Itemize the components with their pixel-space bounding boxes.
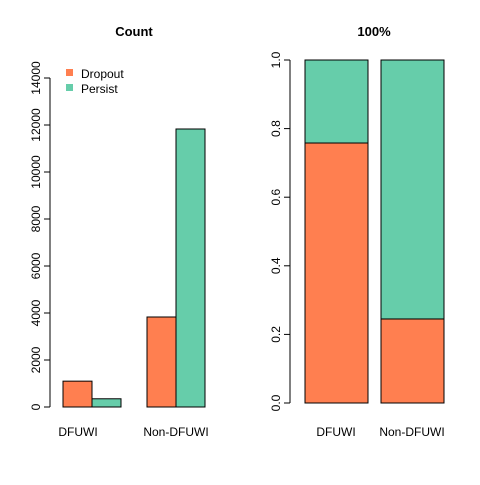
y-tick-label: 10000	[29, 155, 43, 189]
count-bars	[62, 128, 206, 408]
legend-label-persist: Persist	[81, 82, 118, 96]
bar-dropout-dfuwi	[304, 142, 369, 404]
count-y-axis: 0 2000 4000 6000 8000 10000 12000 14000	[29, 61, 51, 410]
bar-dropout-non-dfuwi	[380, 318, 445, 404]
count-panel: Count 0 2000 4000 6000 8000 10000 12000 14000 D…	[29, 24, 209, 439]
percent-chart-title: 100%	[357, 24, 391, 39]
legend-swatch-dropout	[66, 69, 73, 76]
y-tick-label: 0.4	[269, 257, 283, 274]
count-legend: Dropout Persist	[66, 67, 124, 96]
legend-label-dropout: Dropout	[81, 67, 124, 81]
y-tick-label: 12000	[29, 108, 43, 142]
y-tick-label: 0.8	[269, 120, 283, 137]
y-tick-label: 8000	[29, 205, 43, 232]
x-category-label: Non-DFUWI	[379, 425, 444, 439]
bar-persist-non-dfuwi	[380, 59, 445, 320]
percent-panel: 100% 0.0 0.2 0.4 0.6 0.8 1.0 DFUWI Non-DFUWI	[269, 24, 445, 439]
x-category-label: DFUWI	[58, 425, 97, 439]
bar-dropout-dfuwi	[62, 380, 93, 408]
y-tick-label: 1.0	[269, 51, 283, 68]
y-tick-label: 0	[29, 403, 43, 410]
legend-swatch-persist	[66, 84, 73, 91]
x-category-label: DFUWI	[316, 425, 355, 439]
bar-persist-non-dfuwi	[175, 128, 206, 408]
percent-y-axis: 0.0 0.2 0.4 0.6 0.8 1.0	[269, 51, 291, 411]
y-tick-label: 0.2	[269, 326, 283, 343]
y-tick-label: 6000	[29, 252, 43, 279]
count-chart-title: Count	[115, 24, 153, 39]
bar-persist-dfuwi	[91, 398, 122, 408]
percent-x-labels: DFUWI Non-DFUWI	[316, 425, 444, 439]
y-tick-label: 4000	[29, 299, 43, 326]
count-x-labels: DFUWI Non-DFUWI	[58, 425, 208, 439]
y-tick-label: 2000	[29, 346, 43, 373]
y-tick-label: 0.6	[269, 189, 283, 206]
bar-dropout-non-dfuwi	[146, 316, 177, 408]
x-category-label: Non-DFUWI	[143, 425, 208, 439]
y-tick-label: 0.0	[269, 394, 283, 411]
y-tick-label: 14000	[29, 61, 43, 95]
bar-persist-dfuwi	[304, 59, 369, 144]
percent-bars	[304, 59, 445, 404]
